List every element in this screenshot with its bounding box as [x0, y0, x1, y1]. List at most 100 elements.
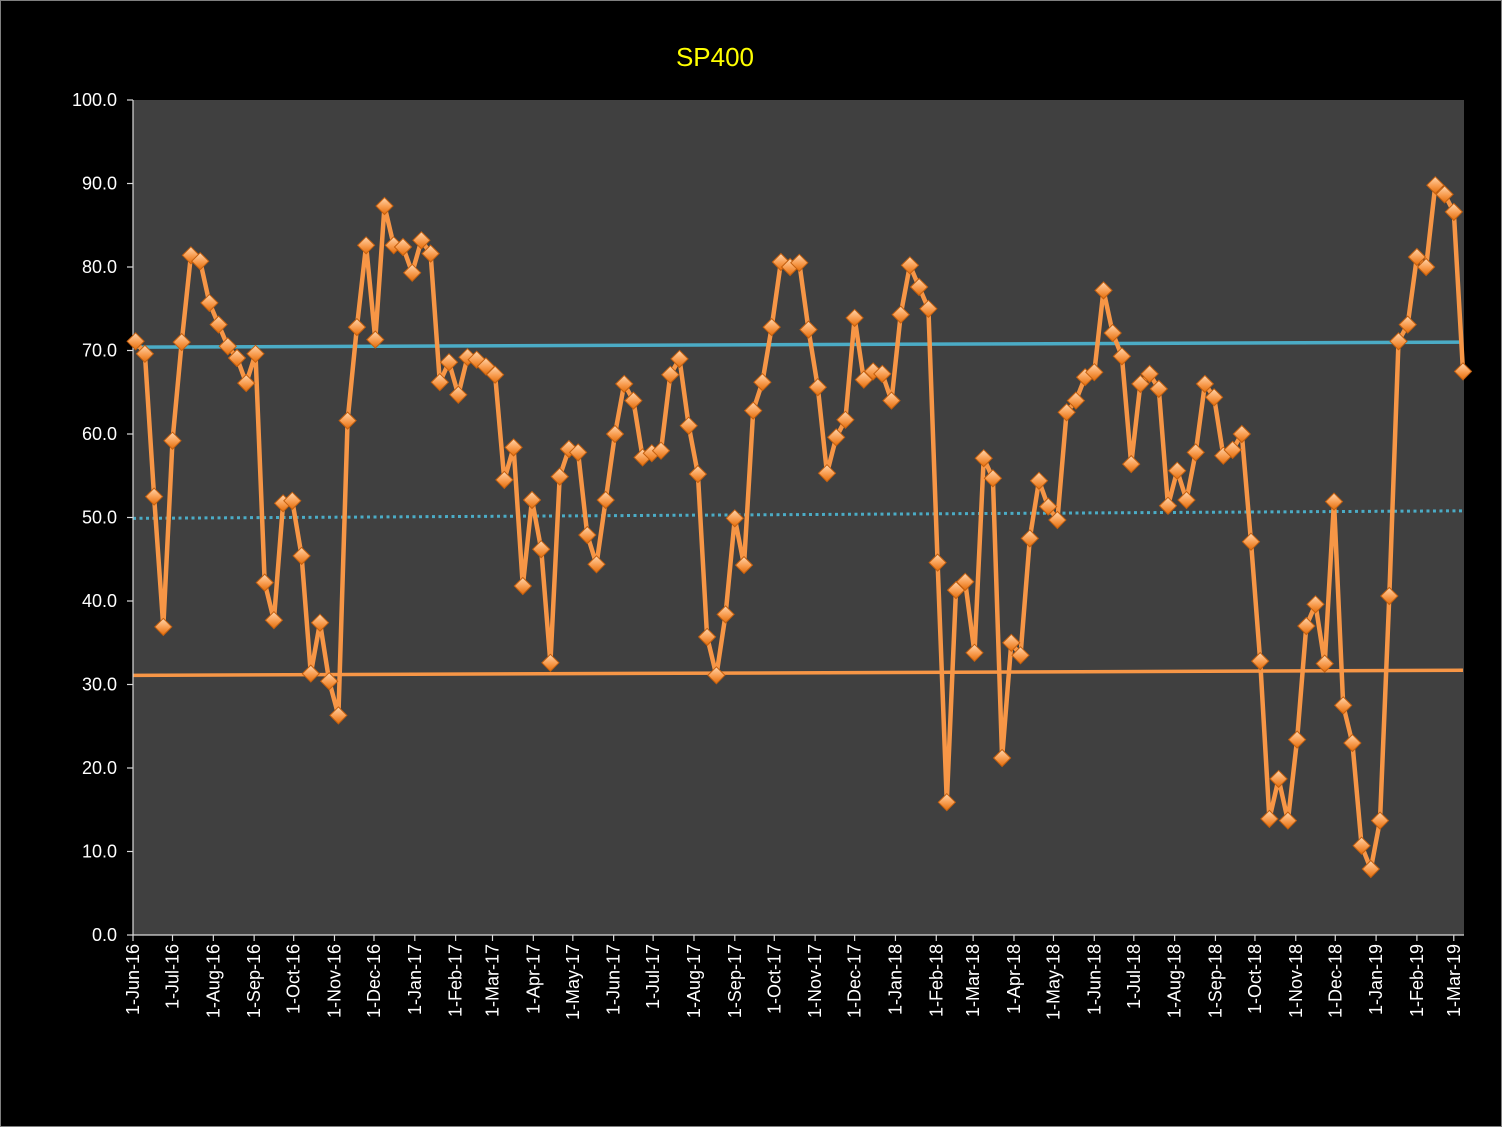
- y-tick-label: 10.0: [82, 842, 117, 862]
- data-point: [550, 467, 569, 486]
- data-point: [568, 443, 588, 462]
- data-point: [1416, 257, 1436, 277]
- x-tick-label: 1-Nov-18: [1286, 944, 1306, 1018]
- data-point: [154, 617, 173, 637]
- data-point: [1002, 633, 1021, 653]
- x-tick-label: 1-Dec-18: [1325, 944, 1345, 1018]
- data-point: [301, 664, 321, 683]
- y-tick-label: 20.0: [82, 758, 117, 778]
- data-point: [743, 401, 763, 420]
- data-point: [900, 256, 920, 275]
- x-tick-label: 1-Mar-19: [1444, 944, 1464, 1017]
- data-point: [1398, 315, 1417, 334]
- x-tick-label: 1-Dec-17: [845, 944, 865, 1018]
- x-axis: 1-Jun-16 1-Jul-16 1-Aug-16 1-Sep-16 1-Oct-16…: [123, 934, 1464, 1020]
- data-point: [310, 613, 330, 632]
- data-point: [292, 546, 311, 566]
- data-point: [799, 320, 818, 339]
- data-point: [1223, 440, 1242, 460]
- x-tick-label: 1-Sep-16: [244, 944, 264, 1018]
- data-point: [605, 424, 625, 444]
- data-point: [1029, 471, 1049, 491]
- data-point: [412, 231, 431, 250]
- data-point: [891, 305, 910, 324]
- trend-line-lower: [132, 668, 1464, 678]
- data-point: [965, 643, 984, 663]
- data-point: [614, 374, 634, 394]
- data-point: [1370, 811, 1390, 830]
- data-point: [836, 410, 855, 430]
- x-tick-label: 1-Apr-17: [523, 944, 543, 1014]
- data-point: [1232, 424, 1252, 444]
- data-point: [227, 348, 247, 368]
- data-point: [1204, 388, 1224, 407]
- x-tick-label: 1-Jun-17: [604, 944, 624, 1015]
- x-tick-label: 1-Aug-17: [684, 944, 704, 1018]
- x-tick-label: 1-Sep-17: [725, 944, 745, 1018]
- data-point: [402, 263, 422, 283]
- data-point: [661, 365, 680, 384]
- data-point: [1186, 443, 1205, 462]
- data-point: [753, 372, 772, 392]
- x-tick-label: 1-Feb-17: [446, 944, 466, 1017]
- data-point: [1250, 651, 1270, 671]
- data-point: [1020, 529, 1040, 548]
- data-point: [1352, 836, 1371, 855]
- data-point: [485, 365, 505, 384]
- x-tick-label: 1-Mar-17: [482, 944, 502, 1017]
- data-point: [319, 671, 339, 691]
- data-point: [762, 317, 781, 337]
- data-point: [845, 308, 864, 328]
- y-tick-label: 60.0: [82, 424, 117, 444]
- x-tick-label: 1-Jan-19: [1366, 944, 1386, 1015]
- data-point: [522, 490, 542, 510]
- x-tick-label: 1-Dec-16: [364, 944, 384, 1018]
- data-point: [1435, 185, 1454, 204]
- data-point: [172, 332, 191, 352]
- data-point: [1287, 730, 1307, 749]
- x-tick-label: 1-Jul-16: [163, 944, 183, 1009]
- data-point: [504, 438, 523, 457]
- data-point: [1011, 646, 1030, 665]
- data-point: [356, 236, 376, 255]
- data-point: [1085, 362, 1104, 382]
- data-point: [808, 377, 828, 397]
- data-point: [236, 373, 256, 393]
- data-point: [679, 416, 698, 435]
- data-point: [1444, 202, 1464, 222]
- x-tick-label: 1-Oct-17: [764, 944, 784, 1014]
- data-point: [909, 277, 929, 297]
- data-point: [1269, 769, 1288, 789]
- data-point: [919, 299, 938, 319]
- y-tick-label: 90.0: [82, 174, 117, 194]
- data-point: [1241, 532, 1261, 551]
- y-tick-label: 30.0: [82, 675, 117, 695]
- data-point: [1121, 454, 1141, 474]
- data-point: [974, 448, 993, 468]
- data-point: [338, 411, 357, 430]
- data-point: [587, 555, 606, 574]
- data-point: [1278, 811, 1298, 830]
- data-point: [697, 627, 717, 647]
- x-tick-label: 1-Aug-18: [1165, 944, 1185, 1018]
- data-point: [707, 666, 726, 685]
- data-point: [1306, 595, 1325, 614]
- data-point: [1333, 696, 1353, 715]
- data-point: [928, 553, 947, 572]
- data-point: [716, 605, 735, 624]
- data-point: [983, 469, 1003, 488]
- data-point: [135, 344, 155, 364]
- x-tick-label: 1-Jun-16: [123, 944, 143, 1015]
- y-tick-label: 70.0: [82, 341, 117, 361]
- data-point: [531, 539, 551, 559]
- data-point: [439, 352, 459, 372]
- data-point: [1140, 364, 1159, 384]
- data-point: [430, 372, 450, 392]
- data-point: [347, 317, 367, 337]
- data-point: [1315, 654, 1334, 673]
- data-point: [790, 253, 809, 273]
- data-point: [513, 576, 533, 596]
- data-point: [826, 428, 846, 447]
- data-point: [1103, 323, 1122, 343]
- data-point: [1131, 374, 1150, 394]
